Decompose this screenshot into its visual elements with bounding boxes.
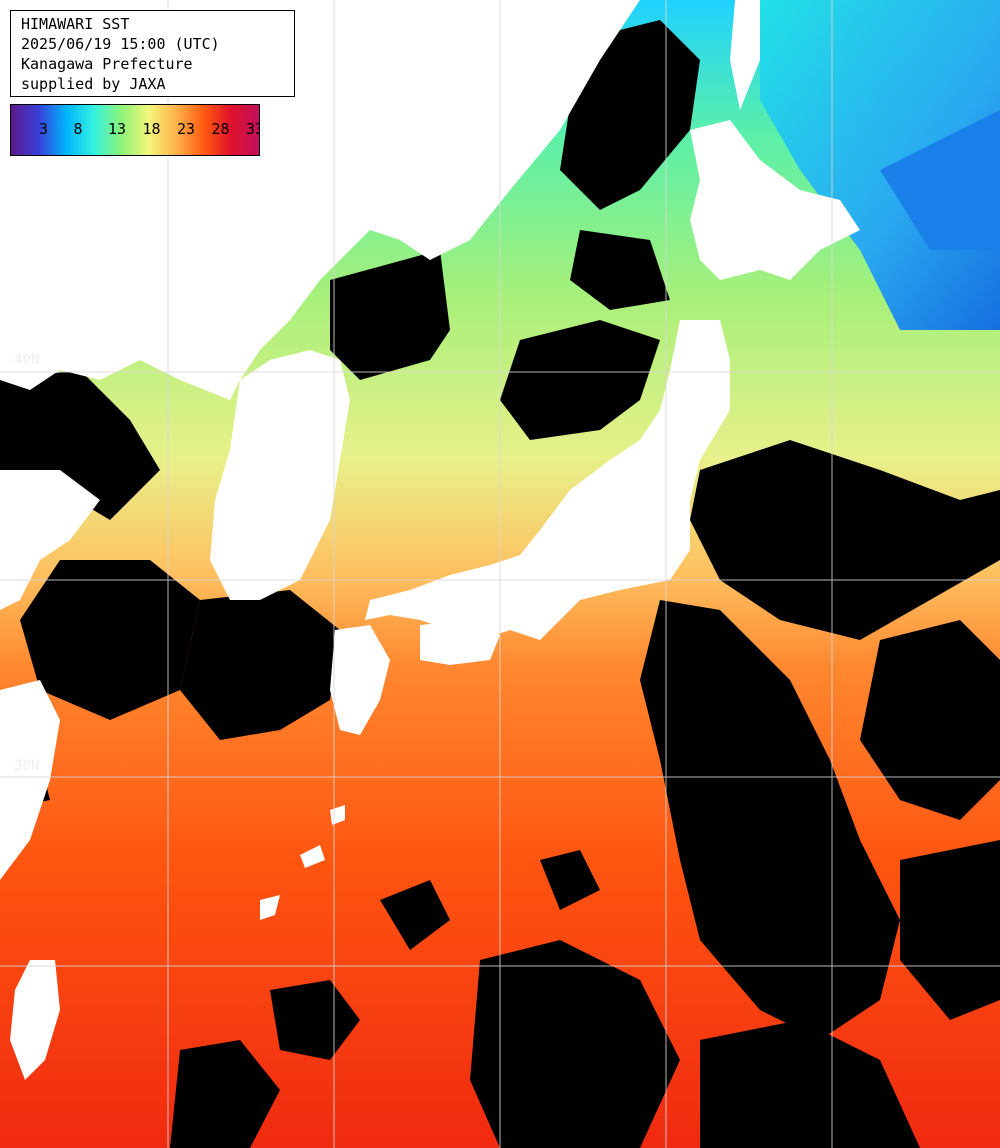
land-korea [210,350,350,600]
cloud-south-6 [540,850,600,910]
cloud-masks [0,20,1000,1148]
color-scale-tick-label: 28 [211,120,230,138]
latitude-label-40n: 40N [14,352,40,368]
region-name: Kanagawa Prefecture [21,55,193,73]
land-hokkaido [690,120,860,280]
color-scale-bar [11,105,259,155]
land-honshu [365,320,730,640]
land-china-south [0,680,60,880]
color-scale-tick-label: 8 [73,120,83,138]
land-kyushu [330,625,390,735]
color-scale-tick-label: 23 [177,120,196,138]
color-scale-tick-label: 3 [39,120,49,138]
cloud-pacific-east-1 [690,440,1000,640]
cloud-south-3 [270,980,360,1060]
land-shikoku [420,620,500,665]
color-scale-tick-label: 33 [246,120,259,138]
product-title: HIMAWARI SST [21,15,130,33]
cloud-yellow-sea [330,250,450,380]
land-masses [0,0,860,1080]
cloud-east-china-sea [180,590,340,740]
data-credit: supplied by JAXA [21,75,166,93]
info-box: HIMAWARI SST 2025/06/19 15:00 (UTC) Kana… [10,10,295,97]
timestamp: 2025/06/19 15:00 (UTC) [21,35,220,53]
latitude-label-30n: 30N [14,758,40,774]
cloud-west-2 [20,560,200,720]
land-taiwan [10,960,60,1080]
cloud-japan-sea-mid [500,320,660,440]
cloud-south-4 [170,1040,280,1148]
cloud-south-1 [470,940,680,1148]
cloud-pacific-east-2 [640,600,900,1040]
color-scale-labels: 3 8 13 18 23 28 33 [11,105,259,155]
cold-pacific-patch [880,110,1000,250]
color-scale-tick-label: 18 [142,120,161,138]
color-scale: 3 8 13 18 23 28 33 [10,104,260,156]
land-asia-mainland [0,0,640,400]
cloud-south-2 [700,1020,920,1148]
land-china-coast [0,470,100,610]
cloud-japan-sea-west [570,230,670,310]
cloud-pacific-east-4 [900,840,1000,1020]
cloud-south-5 [380,880,450,950]
land-sakhalin [730,0,760,110]
cloud-pacific-east-3 [860,620,1000,820]
color-scale-tick-label: 13 [108,120,127,138]
land-okinawa-islands [260,805,345,920]
